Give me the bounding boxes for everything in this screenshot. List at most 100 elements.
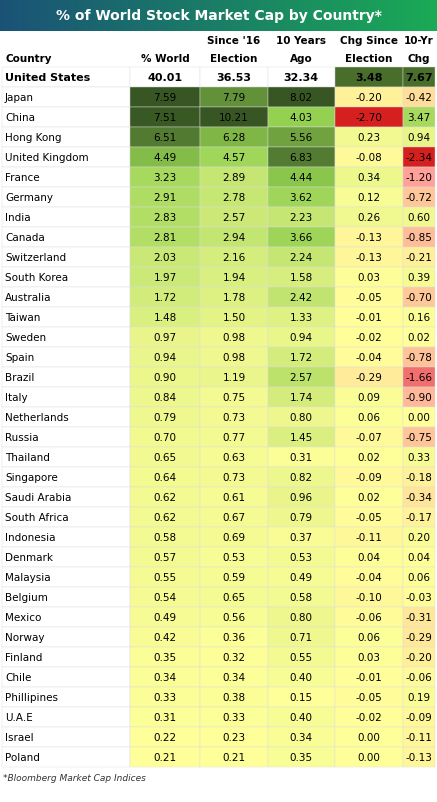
Bar xyxy=(403,188,435,208)
Bar xyxy=(200,508,268,528)
Text: 0.38: 0.38 xyxy=(222,692,246,702)
Text: 2.23: 2.23 xyxy=(289,213,312,223)
Bar xyxy=(200,627,268,647)
Text: Israel: Israel xyxy=(5,732,34,742)
Bar xyxy=(221,0,223,32)
Text: Country: Country xyxy=(5,54,52,64)
Bar xyxy=(268,468,335,488)
Bar xyxy=(83,0,86,32)
Bar xyxy=(130,687,200,707)
Bar xyxy=(387,0,389,32)
Bar xyxy=(212,0,215,32)
Bar xyxy=(188,0,191,32)
Bar xyxy=(2,148,130,168)
Text: Mexico: Mexico xyxy=(5,612,42,622)
Bar xyxy=(335,107,403,128)
Text: 6.28: 6.28 xyxy=(222,133,246,143)
Bar xyxy=(9,0,11,32)
Bar xyxy=(403,667,435,687)
Text: 0.80: 0.80 xyxy=(289,612,312,622)
Bar xyxy=(403,647,435,667)
Bar xyxy=(200,587,268,607)
Bar xyxy=(72,0,75,32)
Bar xyxy=(46,0,49,32)
Bar xyxy=(50,0,53,32)
Bar xyxy=(403,528,435,547)
Bar xyxy=(264,0,267,32)
Text: 2.78: 2.78 xyxy=(222,192,246,203)
Text: 0.36: 0.36 xyxy=(222,632,246,642)
Bar xyxy=(70,0,73,32)
Text: 0.82: 0.82 xyxy=(289,472,312,482)
Bar xyxy=(130,747,200,767)
Text: 0.00: 0.00 xyxy=(357,752,381,762)
Bar xyxy=(120,0,123,32)
Bar xyxy=(403,427,435,448)
Text: -2.70: -2.70 xyxy=(356,113,382,123)
Text: 0.49: 0.49 xyxy=(289,573,312,582)
Bar xyxy=(308,0,311,32)
Bar xyxy=(205,0,208,32)
Bar xyxy=(61,0,64,32)
Text: 7.51: 7.51 xyxy=(153,113,177,123)
Text: Singapore: Singapore xyxy=(5,472,58,482)
Bar xyxy=(200,727,268,747)
Bar xyxy=(403,627,435,647)
Bar xyxy=(335,427,403,448)
Bar xyxy=(335,128,403,148)
Bar xyxy=(335,407,403,427)
Bar xyxy=(186,0,188,32)
Bar xyxy=(403,407,435,427)
Bar xyxy=(28,0,31,32)
Text: 0.53: 0.53 xyxy=(222,553,246,562)
Text: 0.32: 0.32 xyxy=(222,652,246,662)
Bar xyxy=(164,0,166,32)
Bar xyxy=(2,567,130,587)
Bar xyxy=(335,567,403,587)
Bar xyxy=(240,0,243,32)
Bar xyxy=(335,88,403,107)
Text: -0.04: -0.04 xyxy=(356,573,382,582)
Bar xyxy=(203,0,206,32)
Text: 0.73: 0.73 xyxy=(222,412,246,423)
Text: 0.94: 0.94 xyxy=(289,333,312,342)
Bar xyxy=(200,707,268,727)
Bar xyxy=(335,148,403,168)
Text: -0.78: -0.78 xyxy=(406,353,433,363)
Text: 0.33: 0.33 xyxy=(153,692,177,702)
Bar xyxy=(403,248,435,268)
Bar xyxy=(52,0,55,32)
Text: % of World Stock Market Cap by Country*: % of World Stock Market Cap by Country* xyxy=(55,9,382,23)
Bar xyxy=(403,168,435,188)
Text: Switzerland: Switzerland xyxy=(5,253,66,263)
Bar xyxy=(271,0,274,32)
Text: 0.23: 0.23 xyxy=(357,133,381,143)
Bar xyxy=(2,208,130,228)
Bar xyxy=(256,0,258,32)
Bar xyxy=(403,448,435,468)
Bar xyxy=(268,567,335,587)
Bar xyxy=(166,0,169,32)
Text: Netherlands: Netherlands xyxy=(5,412,69,423)
Bar xyxy=(170,0,173,32)
Text: 2.24: 2.24 xyxy=(289,253,312,263)
Bar xyxy=(101,0,103,32)
Bar xyxy=(2,347,130,367)
Bar xyxy=(138,0,140,32)
Bar xyxy=(403,107,435,128)
Bar xyxy=(243,0,245,32)
Text: 0.37: 0.37 xyxy=(289,533,312,542)
Bar xyxy=(2,468,130,488)
Text: India: India xyxy=(5,213,31,223)
Text: 0.65: 0.65 xyxy=(153,452,177,463)
Text: -0.02: -0.02 xyxy=(356,333,382,342)
Text: 0.06: 0.06 xyxy=(357,632,381,642)
Bar xyxy=(105,0,108,32)
Text: 2.81: 2.81 xyxy=(153,233,177,243)
Text: -0.34: -0.34 xyxy=(406,492,433,502)
Bar xyxy=(262,0,265,32)
Text: 0.70: 0.70 xyxy=(153,432,177,443)
Bar xyxy=(144,0,147,32)
Text: 0.67: 0.67 xyxy=(222,512,246,522)
Text: 40.01: 40.01 xyxy=(147,73,183,83)
